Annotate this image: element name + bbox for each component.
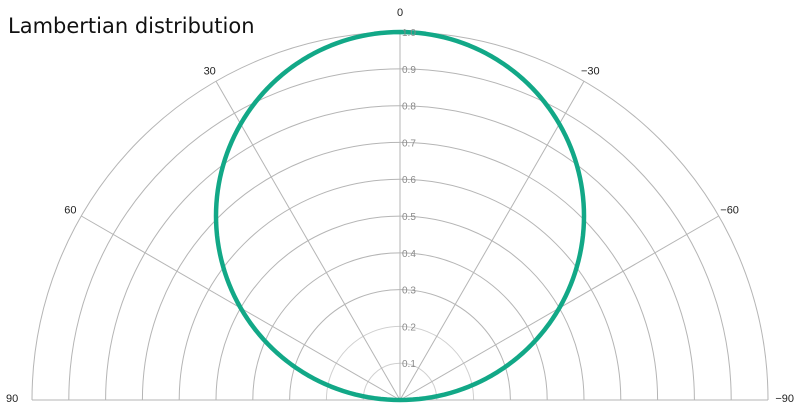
angular-grid-line — [215, 81, 401, 401]
series-layer — [213, 29, 587, 403]
radial-tick-label: 0.6 — [402, 175, 416, 186]
chart-title: Lambertian distribution — [8, 14, 255, 38]
radial-tick-label: 0.3 — [402, 286, 416, 297]
radial-tick-label: 0.8 — [402, 102, 416, 113]
radial-tick-label: 1.0 — [402, 28, 416, 39]
axis-labels: 0 30 −30 60 −60 90 −90 0.1 0.2 0.3 0.4 0.5 0.6 0.7 0.8… — [6, 7, 794, 405]
lambertian-series-line — [213, 29, 587, 403]
angle-tick-label: −30 — [581, 65, 600, 77]
radial-tick-label: 0.5 — [402, 212, 416, 223]
angle-tick-label: 30 — [204, 65, 216, 77]
radial-tick-label: 0.4 — [402, 249, 416, 260]
angular-grid-lines — [32, 32, 768, 401]
radial-tick-label: 0.9 — [402, 65, 416, 76]
angle-tick-label: 0 — [397, 7, 403, 19]
angle-tick-label: 90 — [6, 393, 18, 405]
angle-tick-label: −90 — [775, 393, 794, 405]
radial-tick-label: 0.2 — [402, 322, 416, 333]
radial-tick-label: 0.7 — [402, 138, 416, 149]
radial-tick-label: 0.1 — [402, 359, 416, 370]
angle-tick-label: −60 — [720, 205, 739, 217]
angle-tick-label: 60 — [64, 205, 76, 217]
angular-grid-line — [399, 81, 585, 401]
